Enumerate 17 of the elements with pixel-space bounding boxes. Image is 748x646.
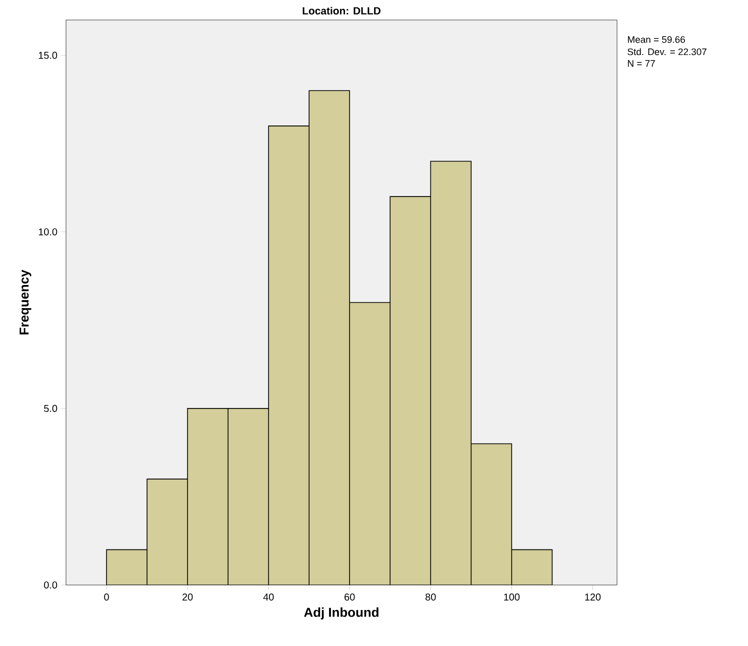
x-axis-title: Adj Inbound <box>304 607 378 620</box>
y-tick-label: 5.0 <box>44 404 58 412</box>
text: Mean = 59.66 <box>628 36 685 43</box>
text: Std. Dev. = 22.307 <box>628 48 706 56</box>
y-tick-label: 15.0 <box>38 52 58 59</box>
y-tick-label: 10.0 <box>38 228 58 236</box>
x-tick-label: 80 <box>426 594 436 601</box>
text: N = 77 <box>628 60 655 67</box>
x-tick-label: 120 <box>585 594 601 601</box>
y-axis-title: Frequency <box>20 270 32 334</box>
x-tick-label: 60 <box>344 594 355 601</box>
chart-title: Location: DLLD <box>302 6 380 15</box>
x-tick-label: 100 <box>504 594 520 601</box>
y-tick-label: 0.0 <box>44 581 58 589</box>
x-tick-label: 0 <box>104 594 109 601</box>
x-tick-label: 20 <box>182 594 193 601</box>
x-tick-label: 40 <box>263 594 274 601</box>
